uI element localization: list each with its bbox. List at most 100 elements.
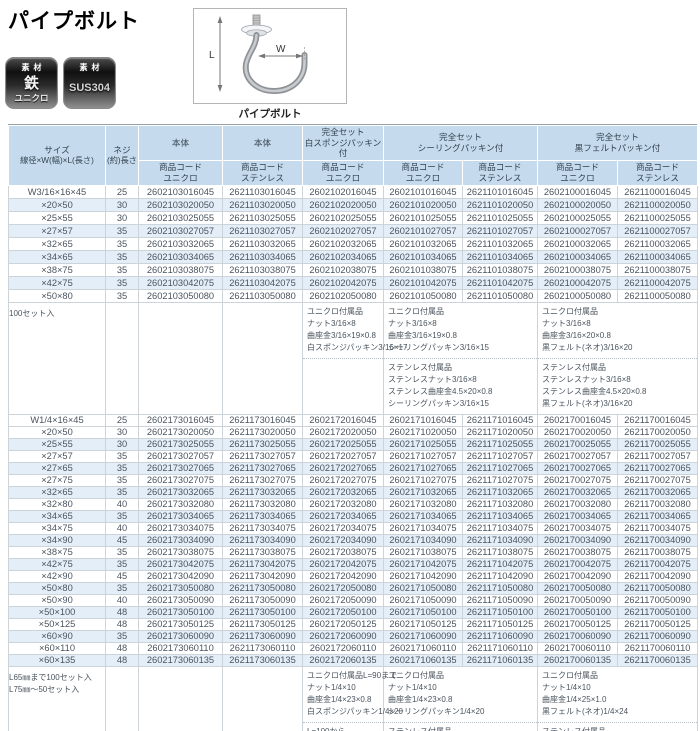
col-header-set-felt: 完全セット 黒フェルトパッキン付 bbox=[537, 124, 698, 162]
product-code-cell: 2621170042075 bbox=[617, 557, 698, 571]
screw-length-cell: 35 bbox=[105, 509, 139, 523]
product-code-cell: 2602172027065 bbox=[302, 461, 384, 475]
table-row: ×42×75 35 2602103042075 2621103042075 260210… bbox=[8, 275, 698, 290]
product-code-cell: 2602100042075 bbox=[537, 275, 618, 290]
product-code-cell: 2621170032080 bbox=[617, 497, 698, 511]
product-code-cell: 2621170060110 bbox=[617, 641, 698, 655]
product-code-cell: 2602172050125 bbox=[302, 617, 384, 631]
product-code-cell: 2621170060090 bbox=[617, 629, 698, 643]
screw-length-cell: 35 bbox=[105, 557, 139, 571]
product-code-cell: 2602173034090 bbox=[138, 533, 223, 547]
size-cell: ×60×135 bbox=[8, 653, 106, 667]
product-code-cell: 2602171032080 bbox=[383, 497, 463, 511]
product-code-cell: 2621170050125 bbox=[617, 617, 698, 631]
table-row: ×34×65 35 2602173034065 2621173034065 260217… bbox=[8, 509, 698, 523]
product-code-cell: 2621171060135 bbox=[462, 653, 538, 667]
product-code-cell: 2621170042090 bbox=[617, 569, 698, 583]
size-cell: ×50×80 bbox=[8, 581, 106, 595]
product-code-cell: 2602102034065 bbox=[302, 249, 384, 264]
product-code-cell: 2602170042090 bbox=[537, 569, 618, 583]
empty-cell bbox=[105, 665, 139, 731]
table-row: ×60×135 48 2602173060135 2621173060135 26021… bbox=[8, 653, 698, 667]
table-row: ×50×100 48 2602173050100 2621173050100 26021… bbox=[8, 605, 698, 619]
badge-tag: 素材 bbox=[79, 63, 104, 72]
product-code-cell: 2602103027057 bbox=[138, 223, 223, 238]
table-row: ×50×80 35 2602173050080 2621173050080 260217… bbox=[8, 581, 698, 595]
size-cell: ×34×75 bbox=[8, 521, 106, 535]
product-code-cell: 2602171032065 bbox=[383, 485, 463, 499]
product-code-cell: 2621101016045 bbox=[462, 184, 538, 199]
product-code-cell: 2602171050090 bbox=[383, 593, 463, 607]
product-code-cell: 2621101025055 bbox=[462, 210, 538, 225]
product-code-cell: 2621170020050 bbox=[617, 425, 698, 439]
size-cell: ×50×100 bbox=[8, 605, 106, 619]
product-code-cell: 2602102016045 bbox=[302, 184, 384, 199]
product-code-cell: 2621173027075 bbox=[222, 473, 303, 487]
material-badges: 素材 鉄 ユニクロ 素材 SUS304 bbox=[5, 57, 116, 109]
product-code-cell: 2602171034065 bbox=[383, 509, 463, 523]
col-header-code-unichrome: 商品コード ユニクロ bbox=[537, 160, 618, 186]
size-cell: ×34×65 bbox=[8, 509, 106, 523]
product-code-cell: 2621173032080 bbox=[222, 497, 303, 511]
screw-length-cell: 35 bbox=[105, 236, 139, 251]
product-code-cell: 2602172060090 bbox=[302, 629, 384, 643]
product-code-cell: 2602103050080 bbox=[138, 288, 223, 303]
screw-length-cell: 35 bbox=[105, 275, 139, 290]
empty-cell bbox=[222, 665, 303, 731]
product-code-cell: 2621171032065 bbox=[462, 485, 538, 499]
product-code-cell: 2621101020050 bbox=[462, 197, 538, 212]
product-code-cell: 2602170020050 bbox=[537, 425, 618, 439]
product-code-cell: 2621170034065 bbox=[617, 509, 698, 523]
badge-tag: 素材 bbox=[21, 63, 46, 72]
product-code-cell: 2602102027057 bbox=[302, 223, 384, 238]
product-code-cell: 2602172060110 bbox=[302, 641, 384, 655]
product-code-cell: 2602171034075 bbox=[383, 521, 463, 535]
product-code-cell: 2602172027075 bbox=[302, 473, 384, 487]
product-code-cell: 2621173038075 bbox=[222, 545, 303, 559]
product-code-cell: 2602172034090 bbox=[302, 533, 384, 547]
product-code-cell: 2602173034065 bbox=[138, 509, 223, 523]
product-code-cell: 2621171034065 bbox=[462, 509, 538, 523]
product-code-cell: 2602173032080 bbox=[138, 497, 223, 511]
product-code-cell: 2602172042075 bbox=[302, 557, 384, 571]
screw-length-cell: 25 bbox=[105, 413, 139, 427]
product-code-cell: 2602173060135 bbox=[138, 653, 223, 667]
size-cell: ×38×75 bbox=[8, 262, 106, 277]
product-code-cell: 2602102020050 bbox=[302, 197, 384, 212]
table-row: ×32×65 35 2602173032065 2621173032065 260217… bbox=[8, 485, 698, 499]
size-cell: ×27×75 bbox=[8, 473, 106, 487]
product-code-cell: 2621171050080 bbox=[462, 581, 538, 595]
size-cell: ×50×80 bbox=[8, 288, 106, 303]
product-code-cell: 2621101034065 bbox=[462, 249, 538, 264]
product-code-cell: 2621171050100 bbox=[462, 605, 538, 619]
size-cell: ×60×110 bbox=[8, 641, 106, 655]
product-code-cell: 2602170060110 bbox=[537, 641, 618, 655]
product-code-cell: 2602172050100 bbox=[302, 605, 384, 619]
table-row: ×20×50 30 2602173020050 2621173020050 260217… bbox=[8, 425, 698, 439]
product-code-cell: 2602100032065 bbox=[537, 236, 618, 251]
product-code-cell: 2602173027075 bbox=[138, 473, 223, 487]
product-code-cell: 2621100034065 bbox=[617, 249, 698, 264]
size-cell: ×42×75 bbox=[8, 557, 106, 571]
screw-length-cell: 48 bbox=[105, 641, 139, 655]
product-code-cell: 2621171034075 bbox=[462, 521, 538, 535]
product-code-cell: 2602172016045 bbox=[302, 413, 384, 427]
product-code-cell: 2602173050125 bbox=[138, 617, 223, 631]
product-code-cell: 2621100038075 bbox=[617, 262, 698, 277]
table-row: ×42×75 35 2602173042075 2621173042075 260217… bbox=[8, 557, 698, 571]
product-code-cell: 2621173050080 bbox=[222, 581, 303, 595]
screw-length-cell: 30 bbox=[105, 210, 139, 225]
table-row: ×34×65 35 2602103034065 2621103034065 260210… bbox=[8, 249, 698, 264]
product-code-cell: 2602171060090 bbox=[383, 629, 463, 643]
product-code-cell: 2602173060110 bbox=[138, 641, 223, 655]
product-code-cell: 2602102032065 bbox=[302, 236, 384, 251]
screw-length-cell: 35 bbox=[105, 581, 139, 595]
table-row: W1/4×16×45 25 2602173016045 2621173016045 26… bbox=[8, 413, 698, 427]
screw-length-cell: 35 bbox=[105, 473, 139, 487]
product-code-cell: 2621171016045 bbox=[462, 413, 538, 427]
screw-length-cell: 45 bbox=[105, 533, 139, 547]
product-code-cell: 2621173020050 bbox=[222, 425, 303, 439]
product-code-cell: 2621100020050 bbox=[617, 197, 698, 212]
product-code-cell: 2621173042090 bbox=[222, 569, 303, 583]
